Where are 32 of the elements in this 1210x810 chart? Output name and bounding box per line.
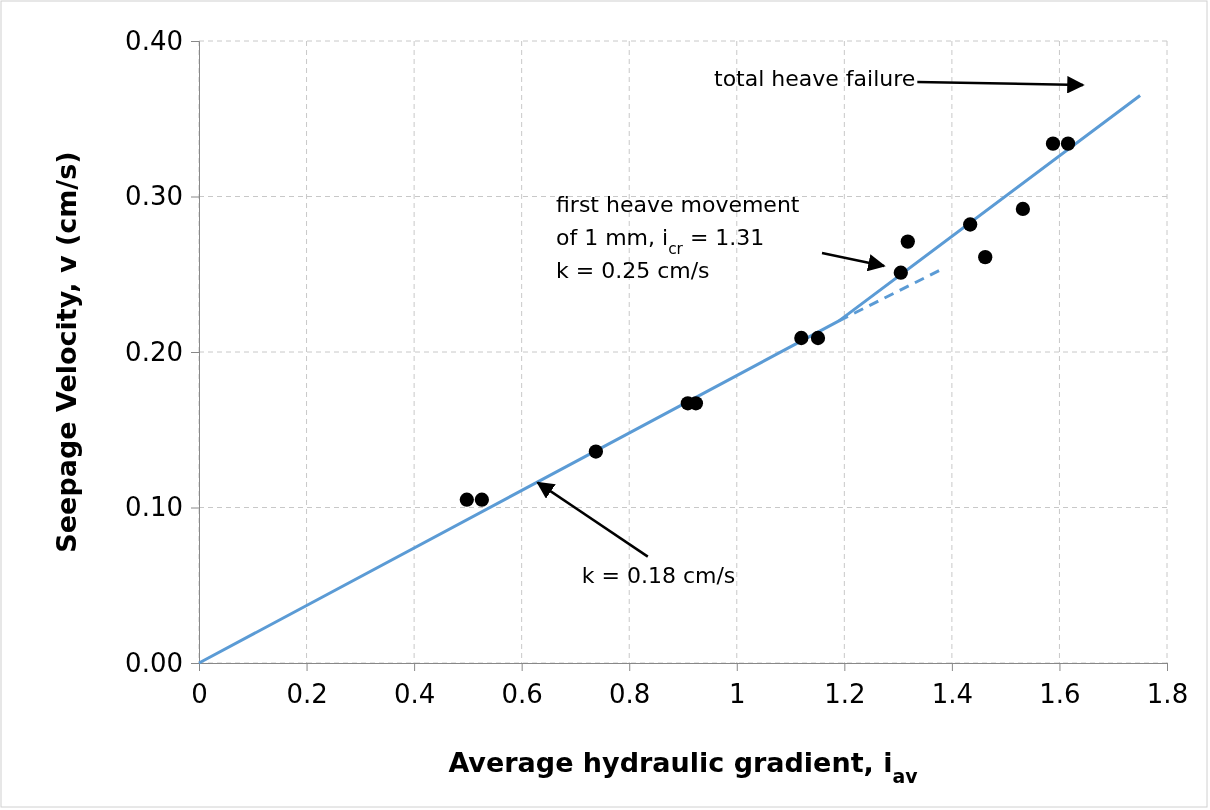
x-tick-label: 1.4 xyxy=(931,679,974,710)
y-tick-label: 0.40 xyxy=(125,25,183,56)
point xyxy=(588,444,604,459)
point xyxy=(900,234,915,249)
x-tick-label: 1.2 xyxy=(824,679,866,710)
y-axis-title: Seepage Velocity, v (cm/s) xyxy=(51,151,82,553)
point xyxy=(1045,136,1061,151)
y-tick-label: 0.30 xyxy=(125,181,183,212)
y-tick-label: 0.00 xyxy=(125,647,183,678)
point xyxy=(1060,136,1076,151)
x-tick-label: 0.6 xyxy=(501,679,543,710)
point xyxy=(474,492,490,507)
x-tick-label: 0.2 xyxy=(286,679,328,710)
point xyxy=(893,265,908,280)
x-tick-label: 1.8 xyxy=(1146,679,1189,710)
y-tick-label: 0.10 xyxy=(125,492,183,523)
point xyxy=(1015,201,1031,217)
y-tick-label: 0.20 xyxy=(125,336,183,367)
point xyxy=(978,250,993,265)
point xyxy=(459,492,474,507)
x-tick-label: 1.6 xyxy=(1039,679,1081,710)
x-tick-label: 0 xyxy=(191,679,208,710)
point xyxy=(810,330,826,346)
annotation: k = 0.18 cm/s xyxy=(581,562,736,588)
x-axis-title: Average hydraulic gradient, i$_{av}$ xyxy=(448,747,919,787)
point xyxy=(963,217,978,232)
annotation: total heave failure xyxy=(714,66,916,91)
x-tick-label: 0.4 xyxy=(393,679,436,710)
x-tick-label: 0.8 xyxy=(609,679,651,710)
point xyxy=(794,330,809,346)
x-tick-label: 1 xyxy=(729,679,746,710)
annotation: first heave movement of 1 mm, i$_{cr}$ = 1.31 k = 0.25 cm/s xyxy=(556,192,800,283)
